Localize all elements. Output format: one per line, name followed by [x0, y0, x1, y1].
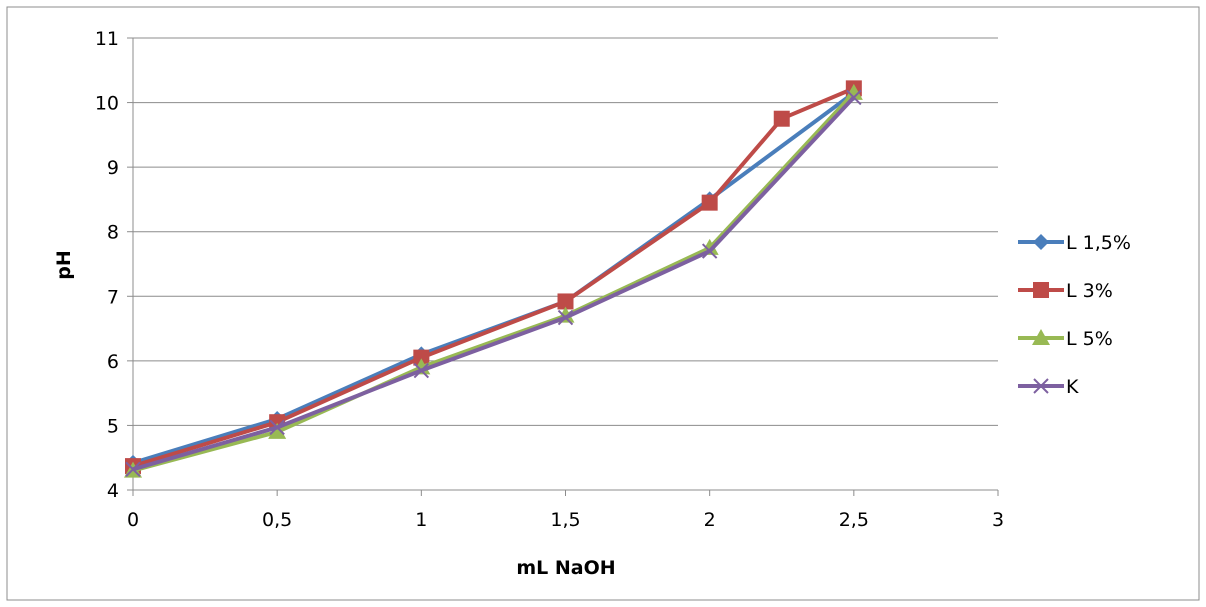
y-tick-label: 5 [107, 415, 119, 437]
data-point-triangle [268, 422, 287, 439]
x-tick-label: 3 [992, 509, 1004, 531]
data-point-square [557, 293, 574, 310]
axes: 4 5 6 7 8 9 10 11 0 0,5 1 1,5 2 2,5 3 [95, 28, 1004, 531]
data-point-square [1033, 282, 1049, 298]
data-point-triangle [844, 83, 863, 100]
data-point-x [413, 362, 430, 379]
x-axis-title: mL NaOH [516, 557, 615, 579]
legend-label: L 5% [1066, 328, 1113, 350]
x-tick-label: 1 [415, 509, 427, 531]
data-point-x [846, 89, 862, 106]
x-tick-label: 0,5 [262, 509, 292, 531]
y-tick-label: 9 [107, 157, 119, 179]
data-point-triangle [700, 238, 719, 255]
legend-label: L 3% [1066, 280, 1113, 302]
series-1 [125, 80, 862, 475]
data-point-x [125, 461, 141, 478]
data-point-x [557, 309, 574, 326]
y-tick-label: 7 [107, 286, 119, 308]
series-line [132, 91, 856, 473]
series-line [132, 96, 856, 472]
legend: L 1,5% L 3% L 5% K [1018, 232, 1131, 398]
data-point-diamond [1033, 234, 1049, 250]
legend-item: L 3% [1018, 280, 1113, 302]
legend-label: K [1066, 376, 1079, 398]
y-tick-label: 6 [107, 351, 119, 373]
y-tick-label: 4 [107, 480, 119, 502]
legend-item: L 5% [1018, 328, 1113, 350]
chart-border [6, 6, 1200, 601]
x-tick-label: 1,5 [550, 509, 580, 531]
y-tick-label: 11 [95, 28, 119, 50]
x-tick-label: 2 [704, 509, 716, 531]
y-tick-label: 8 [107, 222, 119, 244]
y-axis-title: pH [53, 250, 75, 280]
data-point-x [1033, 378, 1049, 394]
y-tick-label: 10 [95, 93, 119, 115]
x-tick-label: 0 [127, 509, 139, 531]
data-point-x [269, 419, 285, 436]
data-point-square [701, 194, 718, 211]
data-point-square [773, 110, 790, 127]
data-point-square [413, 349, 430, 366]
legend-item: K [1018, 376, 1079, 398]
legend-item: L 1,5% [1018, 232, 1131, 254]
series-3 [125, 89, 862, 478]
data-point-x [701, 243, 718, 259]
data-point-triangle [1032, 329, 1050, 345]
series-layer [124, 80, 863, 478]
x-tick-label: 2,5 [839, 509, 869, 531]
legend-label: L 1,5% [1066, 232, 1131, 254]
